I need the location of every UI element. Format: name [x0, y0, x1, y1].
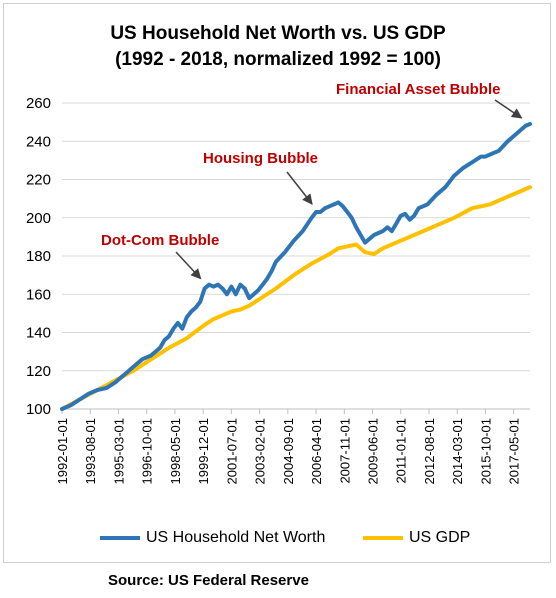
- x-tick-label: 2007-11-01: [337, 418, 352, 484]
- annotation-housing-bubble: Housing Bubble: [203, 150, 318, 167]
- x-tick-label: 2014-03-01: [450, 418, 465, 485]
- x-tick-label: 2015-10-01: [478, 418, 493, 485]
- x-tick-label: 2001-07-01: [224, 418, 239, 485]
- series-line-net-worth: [60, 122, 532, 411]
- y-tick-label: 260: [26, 95, 51, 112]
- y-tick-label: 100: [26, 401, 51, 418]
- y-tick-label: 160: [26, 286, 51, 303]
- legend-label-net-worth: US Household Net Worth: [146, 529, 326, 546]
- x-tick-label: 2003-02-01: [253, 418, 268, 485]
- x-tick-label: 1996-10-01: [140, 418, 155, 485]
- legend-item-gdp: US GDP: [363, 528, 470, 548]
- legend-item-net-worth: US Household Net Worth: [100, 528, 325, 548]
- x-tick-label: 1995-03-01: [111, 418, 126, 485]
- legend-swatch-gdp: [363, 536, 403, 540]
- x-tick-label: 1998-05-01: [168, 418, 183, 485]
- y-tick-label: 120: [26, 363, 51, 380]
- annotation-arrow: [175, 251, 202, 280]
- x-tick-label: 2004-09-01: [281, 418, 296, 485]
- series-lines: [60, 122, 532, 411]
- legend-label-gdp: US GDP: [409, 529, 471, 546]
- source-note: Source: US Federal Reserve: [108, 572, 309, 589]
- y-tick-label: 200: [26, 210, 51, 227]
- x-tick-label: 1993-08-01: [83, 418, 98, 485]
- x-tick-label: 1992-01-01: [55, 418, 70, 485]
- legend-swatch-net-worth: [100, 536, 140, 540]
- chart-title-line1: US Household Net Worth vs. US GDP: [110, 23, 446, 44]
- y-tick-label: 240: [26, 133, 51, 150]
- x-tick-label: 2009-06-01: [366, 418, 381, 485]
- x-tick-labels: 1992-01-01 1993-08-01 1995-03-01 1996-10-01…: [55, 418, 522, 485]
- x-tick-label: 2012-08-01: [422, 418, 437, 485]
- series-line-gdp: [60, 185, 532, 411]
- x-tick-label: 2011-01-01: [394, 418, 409, 484]
- x-tick-label: 1999-12-01: [196, 418, 211, 485]
- annotation-arrows: [175, 99, 523, 280]
- y-tick-label: 140: [26, 325, 51, 342]
- chart-title: US Household Net Worth vs. US GDP (1992 …: [0, 21, 556, 73]
- chart-frame: [3, 3, 551, 563]
- y-tick-label: 180: [26, 248, 51, 265]
- annotation-dot-com-bubble: Dot-Com Bubble: [101, 232, 220, 249]
- chart-title-line2: (1992 - 2018, normalized 1992 = 100): [115, 49, 441, 70]
- y-tick-label: 220: [26, 172, 51, 189]
- x-tick-label: 2017-05-01: [507, 418, 522, 485]
- annotation-arrow: [494, 99, 523, 119]
- annotation-financial-asset-bubble: Financial Asset Bubble: [336, 81, 501, 98]
- annotation-arrow: [286, 171, 313, 205]
- axes: [61, 408, 530, 414]
- y-tick-labels: 100 120 140 160 180 200 220 240 260: [26, 95, 51, 418]
- x-tick-label: 2006-04-01: [309, 418, 324, 485]
